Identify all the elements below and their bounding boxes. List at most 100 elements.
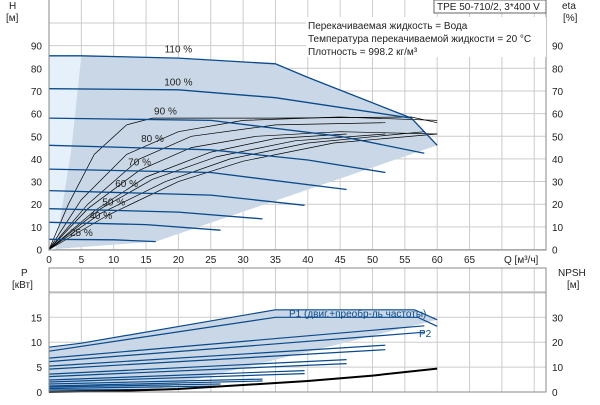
p2-annotation: P2 [419,329,432,340]
x-tick-label: 5 [79,255,85,266]
eta-tick-label: 20 [552,200,564,211]
eta-tick-label: 60 [552,110,564,121]
tick-labels: 0 5 10 15 20 25 30 35 40 45 50 55 60 6501020304050607… [31,42,564,399]
power-curve [48,359,347,375]
speed-label: 25 % [70,228,93,239]
power-curve [48,316,438,352]
x-tick-label: 40 [302,255,314,266]
power-curve [48,385,221,390]
npsh-tick-label: 10 [552,363,564,374]
p-axis-unit: [кВт] [12,280,33,291]
qh-curve [48,208,263,220]
h-axis-label: H [9,1,16,12]
power-curve [48,331,425,363]
h-tick-label: 50 [31,132,43,143]
eta-tick-label: 40 [552,155,564,166]
h-tick-label: 30 [31,178,43,189]
speed-label: 110 % [165,44,193,55]
efficiency-curves [48,116,438,250]
eta-tick-label: 10 [552,223,564,234]
x-tick-label: 55 [399,255,411,266]
qh-curve [48,88,412,119]
speed-label: 60 % [115,179,138,190]
p-tick-label: 15 [31,313,43,324]
bottom-plot-border [48,267,547,393]
eta-axis-label: eta [562,1,576,12]
x-tick-label: 35 [270,255,282,266]
info-density: Плотность = 998.2 кг/м³ [308,47,418,58]
title-box [433,0,547,14]
efficiency-curve [48,131,438,250]
x-tick-label: 65 [464,255,476,266]
speed-label: 100 % [164,77,192,88]
speed-label: 80 % [141,134,164,145]
p1-annotation: P1 (двиг.+преобр-ль частоты) [289,308,426,320]
speed-label: 90 % [154,107,177,118]
efficiency-curve [48,116,438,250]
h-tick-label: 70 [31,87,43,98]
p-tick-label: 0 [36,388,42,399]
info-temperature: Температура перекачиваемой жидкости = 20… [308,34,531,45]
power-curve [48,383,221,388]
npsh-axis-unit: [м] [567,280,580,291]
efficiency-curve [48,116,438,250]
npsh-tick-label: 20 [552,338,564,349]
pump-title: TPE 50-710/2, 3*400 V [437,2,540,13]
p-tick-label: 10 [31,338,43,349]
qh-curve [48,117,425,154]
top-plot-border [48,0,547,251]
power-curve [48,349,386,370]
power-curve [48,309,438,348]
npsh-tick-label: 30 [552,313,564,324]
h-tick-label: 10 [31,223,43,234]
power-curve [48,325,425,359]
efficiency-curve [48,133,347,250]
eta-tick-label: 0 [552,246,558,257]
speed-label: 40 % [89,211,112,222]
efficiency-curve [48,131,425,250]
qh-curves: 110 % 100 % 90 % 80 % 70 % 60 % 50 % 40 % 25 % [48,44,438,243]
h-tick-label: 80 [31,64,43,75]
eta-tick-label: 30 [552,178,564,189]
qh-curve [48,221,221,231]
h-tick-label: 20 [31,200,43,211]
power-curve [48,378,263,385]
x-tick-label: 30 [238,255,250,266]
power-curve [48,344,386,367]
qh-curve [48,168,347,191]
npsh-axis-label: NPSH [558,268,586,279]
info-liquid: Перекачиваемая жидкость = Вода [308,21,468,32]
x-tick-label: 20 [173,255,185,266]
power-curve [48,363,347,378]
efficiency-curve [48,133,438,250]
h-tick-label: 0 [36,246,42,257]
speed-label: 70 % [128,158,151,169]
x-tick-label: 10 [108,255,120,266]
eta-tick-label: 50 [552,132,564,143]
eta-tick-label: 80 [552,64,564,75]
x-tick-label: 15 [140,255,152,266]
eta-axis-unit: [%] [563,13,578,24]
eta-tick-label: 70 [552,87,564,98]
h-tick-label: 90 [31,42,43,53]
power-curves [48,309,438,393]
efficiency-curve [48,133,386,250]
power-curve [48,370,305,381]
operating-area-bottom [49,309,438,392]
efficiency-curve [48,122,386,250]
qh-curve [48,144,386,174]
x-tick-label: 50 [367,255,379,266]
npsh-tick-label: 0 [552,388,558,399]
npsh-curve [48,367,438,393]
power-curve [48,373,305,383]
power-curve [48,380,263,387]
qh-curve [48,189,305,206]
x-tick-label: 0 [46,255,52,266]
p-axis-label: P [21,268,28,279]
low-flow-area-top [49,55,82,250]
info-box [306,17,546,57]
h-tick-label: 40 [31,155,43,166]
h-tick-label: 60 [31,110,43,121]
h-axis-unit: [м] [6,13,19,24]
